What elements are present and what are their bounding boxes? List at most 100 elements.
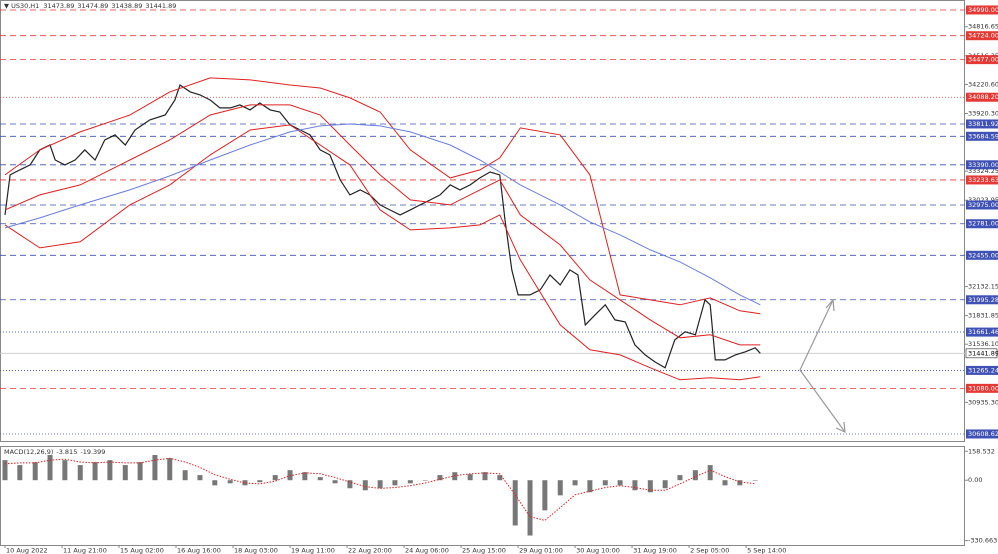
y-tick-label: 158.532 bbox=[968, 447, 995, 455]
x-tick-label: 30 Aug 10:00 bbox=[576, 547, 620, 554]
macd-bar bbox=[212, 480, 218, 486]
level-label: 31080.00 bbox=[968, 384, 998, 392]
y-tick-label: 31831.85 bbox=[968, 312, 998, 320]
macd-bar bbox=[497, 475, 503, 481]
macd-bar bbox=[392, 480, 398, 486]
macd-bar bbox=[512, 480, 518, 526]
macd-bar bbox=[122, 465, 128, 481]
macd-panel-frame bbox=[0, 446, 965, 546]
macd-bar bbox=[62, 460, 68, 481]
macd-bar bbox=[662, 480, 668, 489]
macd-bar bbox=[362, 480, 368, 491]
macd-bar bbox=[47, 455, 53, 481]
macd-bar bbox=[677, 475, 683, 481]
symbol-header: ▼ US30,H1 31473.89 31474.89 31438.89 31441.8… bbox=[4, 2, 176, 10]
macd-header: MACD(12,26,9) -3.815 -19.399 bbox=[4, 448, 105, 456]
macd-bar bbox=[737, 480, 743, 486]
level-label-box bbox=[966, 383, 998, 393]
level-label: 31265.24 bbox=[968, 366, 998, 374]
macd-bar bbox=[317, 477, 323, 481]
level-label-box bbox=[966, 429, 998, 439]
x-tick-label: 16 Aug 16:00 bbox=[177, 547, 221, 554]
level-label: 31661.46 bbox=[968, 328, 998, 336]
macd-bar bbox=[647, 480, 653, 493]
x-tick-label: 22 Aug 20:00 bbox=[348, 547, 392, 554]
open: 31473.89 bbox=[43, 2, 74, 10]
macd-bar bbox=[32, 462, 38, 481]
macd-bar bbox=[17, 465, 23, 481]
macd-bar bbox=[407, 480, 413, 484]
macd-bar bbox=[467, 474, 473, 481]
indicator-line bbox=[4, 123, 761, 306]
x-tick-label: 31 Aug 19:00 bbox=[633, 547, 677, 554]
macd-bar bbox=[257, 480, 263, 483]
level-label-box bbox=[966, 131, 998, 141]
x-tick-label: 10 Aug 2022 bbox=[6, 547, 48, 554]
close: 31441.89 bbox=[145, 2, 176, 10]
low: 31438.89 bbox=[111, 2, 142, 10]
macd-bar bbox=[167, 458, 173, 481]
level-label: 34724.00 bbox=[968, 32, 998, 40]
level-label: 33233.63 bbox=[968, 176, 998, 184]
marker: ▼ bbox=[4, 2, 11, 10]
x-tick-label: 2 Sep 05:00 bbox=[690, 547, 729, 554]
macd-bar bbox=[692, 470, 698, 481]
level-label-box bbox=[966, 365, 998, 375]
macd-bar bbox=[272, 475, 278, 481]
x-tick-label: 5 Sep 14:00 bbox=[747, 547, 786, 554]
macd-bar bbox=[557, 480, 563, 496]
macd-bar bbox=[137, 462, 143, 481]
level-label-box bbox=[966, 31, 998, 41]
macd-bar bbox=[707, 465, 713, 481]
x-tick-label: 15 Aug 02:00 bbox=[120, 547, 164, 554]
macd-main: -3.815 bbox=[56, 448, 77, 456]
macd-bar bbox=[227, 480, 233, 484]
macd-bar bbox=[332, 480, 338, 484]
level-label-box bbox=[966, 175, 998, 185]
level-label: 32455.00 bbox=[968, 251, 998, 259]
macd-bar bbox=[422, 480, 428, 481]
high: 31474.89 bbox=[77, 2, 108, 10]
level-label-box bbox=[966, 160, 998, 170]
macd-bar bbox=[92, 462, 98, 481]
indicator-line bbox=[4, 124, 761, 381]
current-price-box bbox=[965, 348, 998, 359]
levels bbox=[0, 9, 965, 435]
y-tick-label: 32132.15 bbox=[968, 283, 998, 291]
plot bbox=[2, 77, 761, 536]
level-label: 33684.59 bbox=[968, 132, 998, 140]
level-label-box bbox=[966, 219, 998, 229]
macd-bar bbox=[302, 472, 308, 481]
level-label: 31995.28 bbox=[968, 296, 998, 304]
level-label-box bbox=[966, 200, 998, 210]
symbol: US30,H1 bbox=[11, 2, 39, 10]
macd-bar bbox=[587, 480, 593, 493]
y-tick-label: 30935.30 bbox=[968, 398, 998, 406]
macd-bar bbox=[242, 480, 248, 486]
macd-signal: -19.399 bbox=[80, 448, 105, 456]
macd-bar bbox=[377, 480, 383, 489]
level-label: 34477.00 bbox=[968, 56, 998, 64]
x-tick-label: 11 Aug 21:00 bbox=[63, 547, 107, 554]
y-tick-label: 33324.25 bbox=[968, 167, 998, 175]
level-label: 33811.92 bbox=[968, 120, 998, 128]
macd-bar bbox=[752, 480, 758, 481]
level-label-box bbox=[966, 5, 998, 15]
macd-bar bbox=[197, 475, 203, 481]
y-tick-label: 0.00 bbox=[968, 476, 982, 484]
y-tick-label: 33023.95 bbox=[968, 196, 998, 204]
x-tick-label: 25 Aug 15:00 bbox=[462, 547, 506, 554]
macd-bar bbox=[542, 480, 548, 511]
indicator-line bbox=[4, 77, 761, 315]
projection-up bbox=[799, 299, 834, 371]
macd-bar bbox=[2, 460, 8, 481]
price-panel-frame bbox=[0, 0, 965, 442]
x-tick-label: 24 Aug 06:00 bbox=[405, 547, 449, 554]
x-tick-label: 29 Aug 01:00 bbox=[519, 547, 563, 554]
macd-title: MACD(12,26,9) bbox=[4, 448, 53, 456]
macd-bar bbox=[617, 480, 623, 486]
macd-bar bbox=[572, 480, 578, 486]
projection bbox=[799, 298, 846, 433]
level-label-box bbox=[966, 250, 998, 260]
